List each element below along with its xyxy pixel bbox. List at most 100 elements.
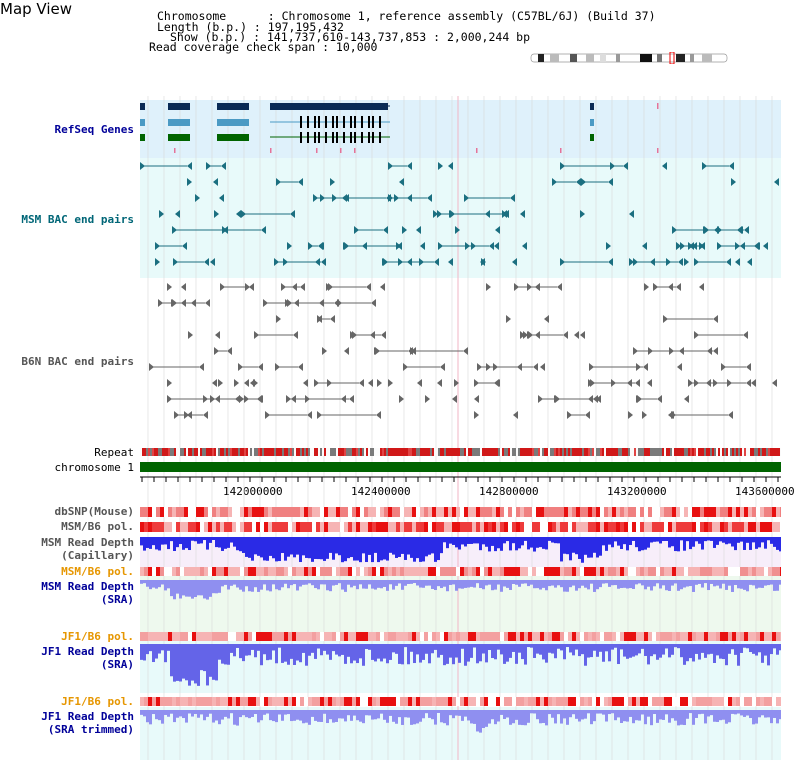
repeat-segment (360, 448, 362, 456)
dbsnp-cell (400, 507, 404, 517)
jf1-pol-cell (532, 632, 536, 641)
repeat-segment (374, 448, 376, 456)
track-label-msm-bac[interactable]: MSM BAC end pairs (21, 213, 134, 226)
msm-sra-depth-bar (749, 580, 752, 585)
msm-bac-pair-end (629, 258, 634, 266)
msm-pol-2-cell (620, 567, 624, 576)
msm-bac-pair-end (581, 178, 586, 186)
msm-sra-depth-bar (353, 580, 356, 586)
jf1-pol-cell (256, 632, 260, 641)
dbsnp-cell (252, 507, 256, 517)
repeat-segment (272, 448, 274, 456)
gene-exon (372, 116, 374, 128)
msm-pol-2-cell (372, 567, 376, 576)
b6n-bac-pair-end (527, 283, 532, 291)
gene-block (217, 134, 249, 141)
msm-capillary-depth-bar (617, 537, 620, 546)
repeat-segment (536, 448, 538, 456)
jf1-pol-cell (488, 632, 492, 641)
jf1-trim-depth-bar (569, 710, 572, 718)
b6n-bac-pair-end (596, 395, 601, 403)
msm-sra-depth-bar (773, 580, 776, 591)
msm-capillary-depth-bar (734, 537, 737, 551)
jf1-trim-depth-bar (740, 710, 743, 716)
jf1-trim-depth-bar (230, 710, 233, 714)
track-label-msm-depth-sra[interactable]: MSM Read Depth (SRA) (41, 580, 134, 606)
b6n-bac-pair-end (746, 363, 751, 371)
msm-pol-cell (172, 522, 176, 532)
track-label-dbsnp[interactable]: dbSNP(Mouse) (54, 505, 134, 518)
jf1-depth-bar (203, 644, 206, 672)
msm-bac-pair-end (735, 242, 740, 250)
msm-sra-depth-bar (260, 580, 263, 590)
repeat-segment (754, 448, 756, 456)
msm-pol-2-cell (568, 567, 572, 576)
jf1-trim-depth-bar (692, 710, 695, 725)
msm-sra-depth-bar (224, 580, 227, 585)
track-label-msm-pol-2[interactable]: MSM/B6 pol. (61, 565, 134, 578)
gene-mark (354, 148, 356, 153)
track-canvas[interactable] (140, 96, 781, 760)
jf1-depth-bar (752, 644, 755, 654)
jf1-depth-bar (716, 644, 719, 656)
track-label-line: JF1 Read Depth (41, 710, 134, 723)
track-label-jf1-pol[interactable]: JF1/B6 pol. (61, 630, 134, 643)
dbsnp-cell (280, 507, 284, 517)
jf1-pol-2-cell (428, 697, 432, 706)
track-label-jf1-depth-trimmed[interactable]: JF1 Read Depth (SRA trimmed) (41, 710, 134, 736)
jf1-trim-depth-bar (272, 710, 275, 722)
msm-pol-cell (760, 522, 764, 532)
jf1-trim-depth-bar (728, 710, 731, 723)
chromosome-ideogram[interactable] (530, 52, 730, 64)
track-label-msm-pol[interactable]: MSM/B6 pol. (61, 520, 134, 533)
dbsnp-cell (340, 507, 344, 517)
repeat-segment (234, 448, 236, 456)
jf1-depth-bar (749, 644, 752, 653)
msm-pol-cell (668, 522, 672, 532)
repeat-segment (622, 448, 624, 456)
repeat-segment (294, 448, 296, 456)
jf1-pol-2-cell (476, 697, 480, 706)
msm-pol-cell (632, 522, 636, 532)
b6n-bac-pair-end (275, 363, 280, 371)
repeat-segment (226, 448, 228, 456)
track-label-refseq[interactable]: RefSeq Genes (54, 123, 134, 136)
jf1-depth-bar (497, 644, 500, 650)
jf1-pol-2-cell (288, 697, 292, 706)
msm-bac-pair-end (735, 258, 740, 266)
jf1-trim-depth-bar (668, 710, 671, 723)
jf1-pol-2-cell (192, 697, 196, 706)
jf1-depth-bar (212, 644, 215, 680)
jf1-pol-2-cell (324, 697, 328, 706)
jf1-trim-depth-bar (152, 710, 155, 715)
track-label-repeat[interactable]: Repeat (94, 446, 134, 459)
msm-sra-depth-bar (614, 580, 617, 586)
jf1-pol-2-cell (640, 697, 644, 706)
track-label-chromosome[interactable]: chromosome 1 (54, 461, 134, 474)
jf1-trim-depth-bar (476, 710, 479, 732)
jf1-depth-bar (482, 644, 485, 654)
msm-sra-depth-bar (320, 580, 323, 585)
msm-pol-cell (148, 522, 152, 532)
b6n-bac-pair-end (647, 379, 652, 387)
jf1-depth-bar (341, 644, 344, 655)
track-label-jf1-depth[interactable]: JF1 Read Depth (SRA) (41, 645, 134, 671)
jf1-pol-2-cell (744, 697, 748, 706)
jf1-pol-cell (248, 632, 252, 641)
track-label-msm-depth-capillary[interactable]: MSM Read Depth (Capillary) (41, 536, 134, 562)
b6n-bac-pair-end (349, 395, 354, 403)
msm-capillary-depth-bar (431, 537, 434, 554)
msm-capillary-depth-bar (731, 537, 734, 547)
gene-exon (332, 132, 334, 143)
msm-pol-2-cell (244, 567, 248, 576)
track-label-jf1-pol-2[interactable]: JF1/B6 pol. (61, 695, 134, 708)
repeat-segment (352, 448, 354, 456)
track-label-b6n-bac[interactable]: B6N BAC end pairs (21, 355, 134, 368)
msm-sra-depth-bar (686, 580, 689, 587)
repeat-segment (692, 448, 694, 456)
genome-browser-panel[interactable] (140, 96, 781, 760)
msm-sra-depth-bar (236, 580, 239, 588)
msm-pol-cell (348, 522, 352, 532)
msm-pol-cell (492, 522, 496, 532)
msm-pol-cell (312, 522, 316, 532)
